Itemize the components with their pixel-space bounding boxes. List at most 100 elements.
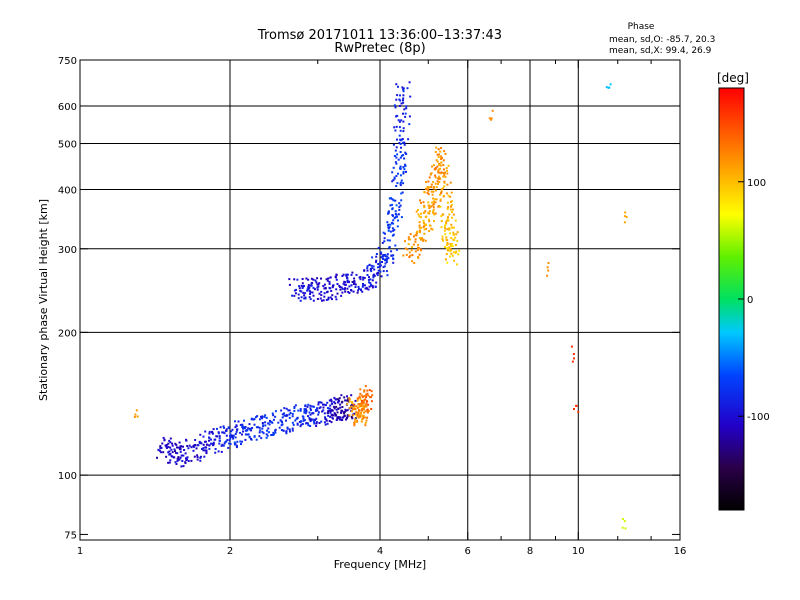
data-point [248,423,251,426]
data-point [359,398,362,401]
x-axis-label: Frequency [MHz] [334,558,426,571]
data-point [450,200,453,203]
data-point [222,444,225,447]
data-point [175,451,177,454]
data-point [301,287,304,289]
data-point [312,418,315,421]
data-point [239,431,242,434]
data-point [388,239,391,242]
data-point [336,411,339,414]
data-point [432,186,435,188]
data-point [299,408,302,411]
data-point [573,408,575,410]
data-point [445,247,448,250]
data-point [447,219,450,222]
data-point [442,159,445,162]
data-point [351,410,353,413]
data-point [185,438,187,441]
data-point [369,282,372,285]
data-point [340,411,343,414]
data-point [423,232,426,235]
data-point [283,407,286,410]
data-point [432,210,435,213]
data-point [417,209,419,211]
data-point [394,244,397,247]
data-point [217,450,220,453]
data-point [316,409,319,412]
data-point [294,419,297,422]
data-point [366,400,369,403]
x-tick-label: 16 [674,546,687,557]
data-point [311,281,314,284]
data-point [387,212,390,215]
data-point [263,415,266,418]
data-point [305,422,308,425]
data-point [332,405,335,408]
data-point [336,398,339,401]
data-point [218,437,221,440]
data-point [171,451,174,454]
data-point [229,437,232,440]
data-point [440,215,443,218]
data-point [430,205,432,208]
data-point [423,206,426,209]
data-point [362,284,364,287]
data-point [322,299,325,302]
data-point [308,418,311,421]
data-point [306,289,309,292]
data-point [408,123,411,126]
data-point [182,454,185,457]
data-point [341,406,344,408]
data-point [309,404,312,407]
data-point [411,246,413,249]
data-point [377,269,380,272]
data-point [340,394,343,397]
data-point [352,290,355,293]
data-point [244,429,247,432]
data-point [176,459,179,462]
data-point [305,277,308,280]
data-point [435,186,438,189]
data-point [347,291,350,293]
data-point [392,222,395,225]
data-point [323,412,326,415]
data-point [192,445,195,447]
data-point [179,456,182,459]
data-point [323,283,326,286]
data-point [436,160,439,163]
data-point [445,253,448,255]
data-point [167,461,170,464]
data-point [449,195,452,198]
data-point [446,172,449,175]
data-point [217,432,220,435]
data-point [301,423,304,425]
data-point [341,400,344,403]
data-point [440,171,443,174]
data-point [442,213,445,216]
data-point [175,463,178,465]
data-point [379,261,382,264]
data-point [320,401,323,404]
data-point [420,226,422,229]
data-point [351,417,354,420]
x-tick-label: 4 [377,546,383,557]
data-point [352,414,355,417]
data-point [427,201,430,204]
data-point [441,156,443,159]
data-point [609,83,612,86]
data-point [374,285,377,288]
data-point [380,252,383,255]
data-point [428,230,431,232]
data-point [389,204,392,207]
data-point [185,457,187,460]
data-point [346,417,348,420]
data-point [384,259,386,262]
data-point [326,422,329,425]
data-point [186,445,189,447]
data-point [285,432,288,435]
data-point [324,287,327,290]
data-point [324,417,327,420]
data-point [353,412,356,415]
data-point [203,455,206,458]
data-point [307,278,310,281]
